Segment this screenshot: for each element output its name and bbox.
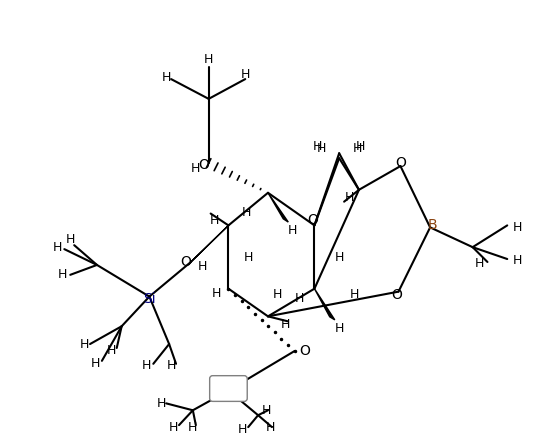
Text: H: H (161, 71, 171, 84)
Text: H: H (168, 421, 178, 433)
Text: H: H (513, 255, 522, 268)
Text: H: H (156, 397, 166, 410)
Text: H: H (344, 191, 354, 204)
Text: H: H (191, 162, 200, 174)
Text: H: H (90, 358, 100, 370)
Text: O: O (307, 214, 318, 228)
Text: H: H (210, 214, 219, 227)
Text: O: O (391, 288, 402, 302)
Text: H: H (475, 258, 484, 270)
Text: Si: Si (222, 382, 235, 395)
Text: B: B (427, 218, 437, 232)
Text: H: H (80, 337, 89, 351)
Text: O: O (180, 255, 191, 269)
Text: H: H (53, 241, 62, 254)
Polygon shape (315, 289, 335, 320)
Text: H: H (352, 142, 362, 155)
Text: H: H (273, 288, 282, 301)
Polygon shape (268, 193, 288, 222)
Text: H: H (66, 233, 75, 246)
Text: H: H (334, 251, 344, 263)
Text: H: H (261, 404, 271, 417)
Text: H: H (167, 359, 176, 372)
Text: H: H (204, 53, 214, 66)
Text: H: H (513, 221, 522, 234)
Text: O: O (395, 156, 406, 170)
Text: H: H (212, 287, 221, 300)
Text: O: O (198, 158, 209, 172)
Text: H: H (334, 322, 344, 335)
Text: H: H (317, 142, 326, 155)
Text: H: H (238, 422, 247, 436)
Text: H: H (244, 251, 253, 263)
Text: H: H (198, 260, 207, 273)
Text: H: H (265, 421, 274, 433)
Text: Si: Si (222, 382, 235, 395)
Text: H: H (188, 421, 198, 433)
Text: H: H (349, 288, 359, 301)
Text: Si: Si (143, 292, 156, 306)
Text: H: H (313, 140, 322, 153)
Text: O: O (299, 344, 310, 358)
Text: H: H (356, 140, 366, 153)
Text: H: H (58, 268, 67, 281)
Text: H: H (295, 292, 304, 305)
Text: H: H (142, 359, 151, 372)
Text: H: H (107, 344, 116, 358)
Text: H: H (240, 68, 250, 81)
Text: H: H (241, 206, 251, 219)
Text: H: H (288, 224, 297, 237)
Polygon shape (189, 225, 229, 265)
Text: H: H (281, 318, 290, 331)
FancyBboxPatch shape (210, 376, 247, 402)
